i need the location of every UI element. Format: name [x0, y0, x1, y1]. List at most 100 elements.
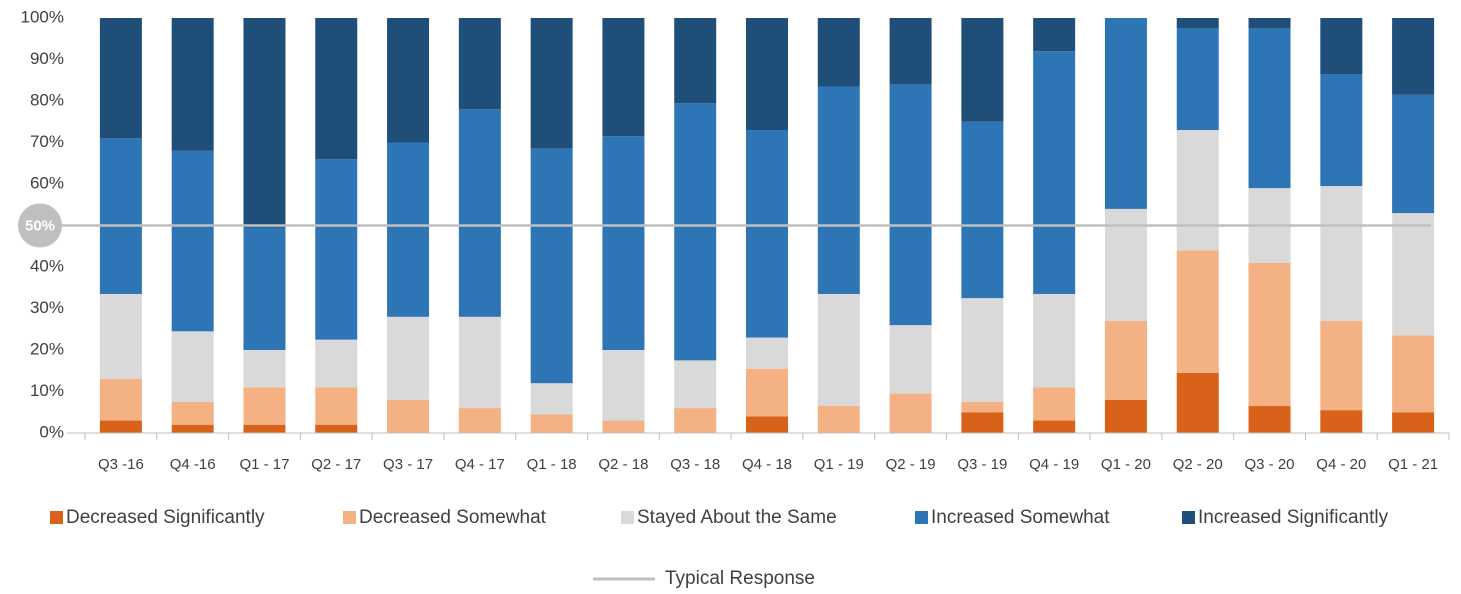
bar-segment	[1320, 410, 1363, 433]
bar-segment	[1033, 420, 1076, 433]
y-tick-label: 80%	[30, 90, 64, 109]
bar-segment	[171, 401, 214, 425]
bar-segment	[171, 331, 214, 402]
bar-segment	[1392, 412, 1435, 433]
bar-segment	[961, 401, 1004, 413]
legend-swatch	[915, 511, 928, 524]
bar-segment	[530, 414, 573, 433]
x-tick-label: Q1 - 20	[1101, 456, 1151, 473]
y-tick-label: 90%	[30, 49, 64, 68]
bar-segment	[458, 408, 501, 433]
legend-swatch	[621, 511, 634, 524]
x-tick-label: Q2 - 19	[886, 456, 936, 473]
bar-segment	[1104, 208, 1147, 321]
bar-segment	[458, 109, 501, 317]
bar-segment	[1104, 399, 1147, 433]
bar-segment	[1176, 130, 1219, 251]
bar-segment	[171, 424, 214, 433]
bar-segment	[817, 293, 860, 407]
x-tick-label: Q2 - 20	[1173, 456, 1223, 473]
bar-segment	[1033, 51, 1076, 294]
y-tick-label: 30%	[30, 298, 64, 317]
bar-segment	[243, 387, 286, 425]
bar-segment	[1033, 293, 1076, 388]
bar-segment	[458, 18, 501, 110]
bar-segment	[99, 293, 142, 380]
x-tick-label: Q3 - 19	[957, 456, 1007, 473]
bar-segment	[171, 18, 214, 151]
bar-segment	[746, 18, 788, 131]
bar-segment	[817, 406, 860, 433]
reference-badge	[18, 203, 62, 248]
bar-segment	[315, 18, 358, 160]
bar-segment	[889, 325, 932, 394]
bar-segment	[674, 18, 717, 104]
bar-segment	[387, 399, 430, 433]
bar-segment	[961, 412, 1004, 433]
bar-segment	[1104, 18, 1147, 209]
bar-segment	[602, 18, 645, 137]
y-tick-label: 70%	[30, 132, 64, 151]
bar-segment	[746, 368, 788, 417]
x-tick-label: Q3 - 17	[383, 456, 433, 473]
bar-segment	[1392, 18, 1435, 95]
bar-segment	[602, 350, 645, 421]
bar-segment	[243, 18, 286, 228]
legend-swatch	[1182, 511, 1195, 524]
bar-segment	[1320, 186, 1363, 321]
y-tick-label: 20%	[30, 339, 64, 358]
bar-segment	[961, 121, 1004, 299]
legend-label: Decreased Somewhat	[359, 507, 547, 528]
bar-segment	[315, 159, 358, 340]
x-tick-label: Q1 - 21	[1388, 456, 1438, 473]
bar-segment	[530, 18, 573, 149]
bar-segment	[674, 360, 717, 409]
y-tick-label: 40%	[30, 256, 64, 275]
bar-segment	[889, 84, 932, 326]
bar-segment	[99, 379, 142, 421]
bar-segment	[602, 136, 645, 350]
x-tick-label: Q4 - 20	[1316, 456, 1366, 473]
bar-segment	[961, 18, 1004, 122]
bar-segment	[530, 148, 573, 384]
bar-segment	[674, 103, 717, 361]
bar-segment	[674, 408, 717, 433]
bar-segment	[99, 420, 142, 433]
bar-segment	[387, 142, 430, 317]
bar-segment	[961, 298, 1004, 402]
legend-label: Typical Response	[665, 568, 815, 589]
x-tick-label: Q4 - 18	[742, 456, 792, 473]
bar-segment	[746, 416, 788, 433]
bar-segment	[746, 130, 788, 338]
bar-segment	[1176, 372, 1219, 433]
bar-segment	[530, 383, 573, 415]
legend-label: Increased Significantly	[1198, 507, 1389, 528]
x-tick-label: Q3 -16	[98, 456, 144, 473]
y-tick-label: 10%	[30, 381, 64, 400]
bar-segment	[387, 18, 430, 143]
bar-segment	[1320, 18, 1363, 75]
bar-segment	[817, 18, 860, 87]
bar-segment	[243, 424, 286, 433]
bar-segment	[1033, 18, 1076, 52]
x-tick-label: Q1 - 17	[239, 456, 289, 473]
y-tick-label: 0%	[39, 422, 64, 441]
legend-label: Stayed About the Same	[637, 507, 837, 528]
legend-swatch	[50, 511, 63, 524]
bar-segment	[99, 18, 142, 139]
bar-segment	[1392, 213, 1435, 336]
bar-segment	[1248, 262, 1291, 407]
legend-label: Decreased Significantly	[66, 507, 265, 528]
bar-segment	[243, 227, 286, 350]
bar-segment	[1320, 74, 1363, 187]
bar-segment	[99, 138, 142, 294]
bar-segment	[171, 150, 214, 332]
x-tick-label: Q1 - 18	[527, 456, 577, 473]
x-tick-label: Q4 - 17	[455, 456, 505, 473]
x-tick-label: Q3 - 18	[670, 456, 720, 473]
bar-segment	[387, 316, 430, 400]
reference-label: 50%	[25, 217, 55, 234]
bar-segment	[315, 387, 358, 425]
bar-segment	[1392, 94, 1435, 214]
